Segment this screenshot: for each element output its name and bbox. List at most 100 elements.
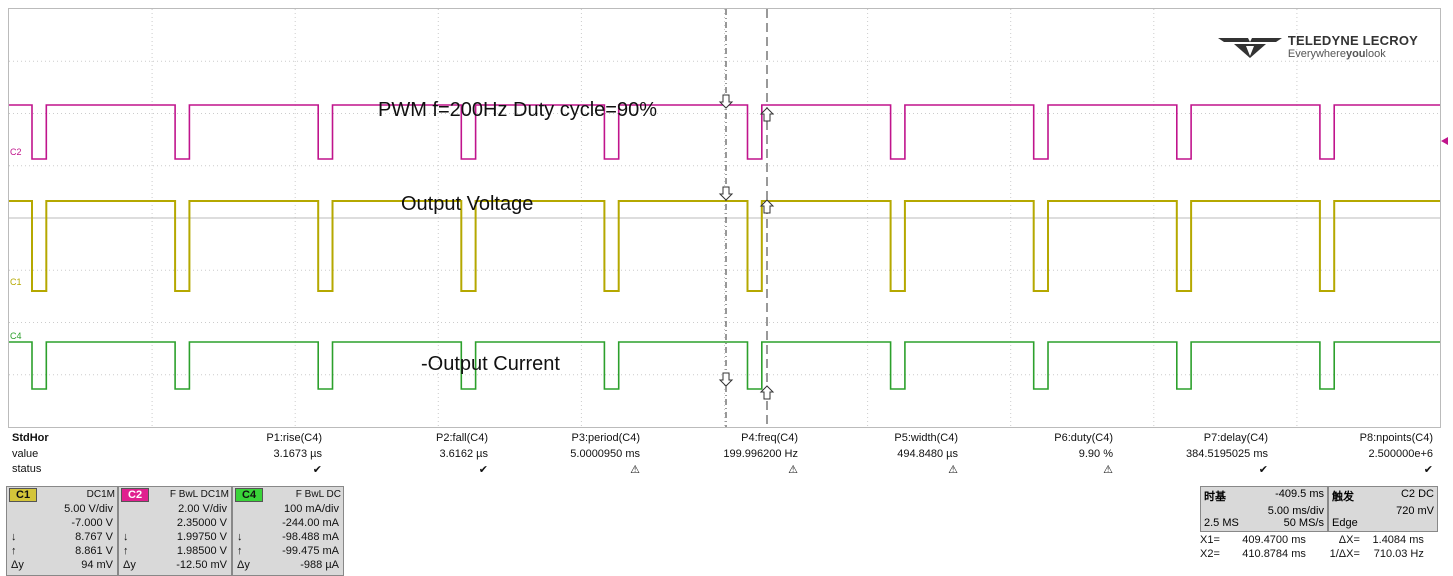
delta-y-icon: Δy [237, 559, 250, 571]
status-panel: C1 DC1M 5.00 V/div -7.000 V ↓ 8.767 V ↑ 8.861 V… [0, 484, 1453, 576]
trace-c4-current [9, 341, 1440, 390]
channel-max: 1.98500 V [176, 545, 227, 557]
channel-scale: 2.00 V/div [178, 503, 227, 515]
grid-lines [9, 9, 1440, 427]
timebase-label: 时基 [1204, 491, 1226, 503]
channel-offset: -7.000 V [71, 517, 113, 529]
channel-max: 8.861 V [75, 545, 113, 557]
measurement-name-p3[interactable]: P3:period(C4) [571, 432, 640, 444]
measurement-value-p4: 199.996200 Hz [723, 448, 798, 460]
channel-offset: -244.00 mA [282, 517, 339, 529]
measurement-status-p8: ✔ [1423, 464, 1433, 476]
annotation-output-current: -Output Current [421, 353, 560, 375]
up-arrow-icon: ↑ [123, 545, 129, 557]
channel-offset: 2.35000 V [176, 517, 227, 529]
measurement-status-p6: ⚠ [1103, 464, 1113, 476]
measurement-row-label-status: status [12, 463, 42, 475]
cursor-x2-value: 410.8784 ms [1242, 548, 1306, 560]
measurement-status-p4: ⚠ [788, 464, 798, 476]
channel-min: -98.488 mA [282, 531, 339, 543]
measurement-status-p5: ⚠ [948, 464, 958, 476]
measurement-value-p3: 5.0000950 ms [570, 448, 640, 460]
channel-tag: C1 [9, 487, 38, 502]
channel-marker-c2[interactable]: C2 [10, 147, 22, 157]
cursor-down-arrow-icon [718, 94, 734, 109]
measurement-table: StdHor value status P1:rise(C4) 3.1673 µs… [0, 430, 1453, 482]
measurement-status-p2: ✔ [478, 464, 488, 476]
trace-c2-pwm [9, 104, 1440, 160]
channel-coupling: DC1M [86, 489, 115, 500]
measurement-value-p7: 384.5195025 ms [1186, 448, 1268, 460]
measurement-name-p8[interactable]: P8:npoints(C4) [1359, 432, 1433, 444]
channel-tag: C4 [235, 487, 264, 502]
cursor-up-arrow-icon [759, 385, 775, 400]
trigger-type: Edge [1332, 517, 1358, 529]
trigger-level-arrow-icon [1441, 137, 1448, 145]
measurement-name-p5[interactable]: P5:width(C4) [894, 432, 958, 444]
lecroy-logo-icon [1217, 37, 1282, 58]
channel-min: 8.767 V [75, 531, 113, 543]
measurement-name-p1[interactable]: P1:rise(C4) [266, 432, 322, 444]
measurement-value-p5: 494.8480 µs [897, 448, 958, 460]
measurement-value-p2: 3.6162 µs [439, 448, 488, 460]
up-arrow-icon: ↑ [11, 545, 17, 557]
channel-min: 1.99750 V [176, 531, 227, 543]
cursor-down-arrow-icon [718, 372, 734, 387]
up-arrow-icon: ↑ [237, 545, 243, 557]
waveform-area [9, 9, 1440, 427]
channel-descriptor-c4[interactable]: C4 F BwL DC 100 mA/div -244.00 mA ↓ -98.488 m… [232, 486, 344, 576]
timebase-scale: 5.00 ms/div [1267, 505, 1324, 517]
channel-tag: C2 [121, 487, 150, 502]
channel-delta: 94 mV [81, 559, 113, 571]
measurement-value-p8: 2.500000e+6 [1368, 448, 1433, 460]
measurement-value-p1: 3.1673 µs [273, 448, 322, 460]
cursor-x1-value: 409.4700 ms [1242, 534, 1306, 546]
channel-descriptor-c1[interactable]: C1 DC1M 5.00 V/div -7.000 V ↓ 8.767 V ↑ 8.861 V… [6, 486, 118, 576]
cursor-readout: X1= 409.4700 ms ΔX= 1.4084 ms X2= 410.87… [1200, 534, 1424, 560]
brand-name: TELEDYNE LECROY [1287, 33, 1418, 48]
timebase-samples: 2.5 MS [1204, 517, 1239, 529]
channel-coupling: F BwL DC [295, 489, 341, 500]
measurement-status-p7: ✔ [1258, 464, 1268, 476]
trigger-label: 触发 [1332, 491, 1354, 503]
channel-scale: 5.00 V/div [64, 503, 113, 515]
measurement-row-label-value: value [12, 448, 39, 460]
channel-delta: -12.50 mV [176, 559, 227, 571]
measurement-name-p2[interactable]: P2:fall(C4) [436, 432, 488, 444]
timebase-delay: -409.5 ms [1275, 488, 1324, 500]
waveform-grid[interactable]: TELEDYNE LECROY Everywhereyoulook PWM f=… [8, 8, 1448, 428]
cursor-dx-value: 1.4084 ms [1372, 534, 1424, 546]
cursor-up-arrow-icon [759, 107, 775, 122]
channel-descriptor-c2[interactable]: C2 F BwL DC1M 2.00 V/div 2.35000 V ↓ 1.99750 … [118, 486, 232, 576]
measurement-status-p1: ✔ [312, 464, 322, 476]
channel-marker-c1[interactable]: C1 [10, 277, 22, 287]
trigger-source: C2 DC [1400, 488, 1434, 500]
down-arrow-icon: ↓ [237, 531, 243, 543]
annotation-output-voltage: Output Voltage [401, 193, 534, 215]
measurement-value-p6: 9.90 % [1078, 448, 1113, 460]
measurement-status-p3: ⚠ [630, 464, 640, 476]
cursor-inv-dx-value: 710.03 Hz [1373, 548, 1424, 560]
cursor-markers [718, 94, 775, 400]
trigger-level: 720 mV [1396, 505, 1434, 517]
channel-marker-c4[interactable]: C4 [10, 331, 22, 341]
delta-y-icon: Δy [123, 559, 136, 571]
measurement-name-p6[interactable]: P6:duty(C4) [1054, 432, 1113, 444]
trace-c1-voltage [9, 200, 1440, 292]
timebase-rate: 50 MS/s [1283, 517, 1324, 529]
measurement-name-p7[interactable]: P7:delay(C4) [1203, 432, 1268, 444]
measurement-name-p4[interactable]: P4:freq(C4) [741, 432, 798, 444]
channel-delta: -988 µA [300, 559, 339, 571]
annotation-pwm: PWM f=200Hz Duty cycle=90% [378, 99, 657, 121]
down-arrow-icon: ↓ [123, 531, 129, 543]
trigger-descriptor[interactable]: 触发 C2 DC 720 mV Edge [1328, 486, 1438, 532]
channel-coupling: F BwL DC1M [169, 489, 229, 500]
timebase-descriptor[interactable]: 时基 -409.5 ms 5.00 ms/div 2.5 MS 50 MS/s [1200, 486, 1328, 532]
delta-y-icon: Δy [11, 559, 24, 571]
brand-logo: TELEDYNE LECROY Everywhereyoulook [1217, 33, 1418, 60]
channel-scale: 100 mA/div [283, 503, 339, 515]
channel-max: -99.475 mA [282, 545, 339, 557]
down-arrow-icon: ↓ [11, 531, 17, 543]
brand-tagline: Everywhereyoulook [1287, 48, 1386, 60]
